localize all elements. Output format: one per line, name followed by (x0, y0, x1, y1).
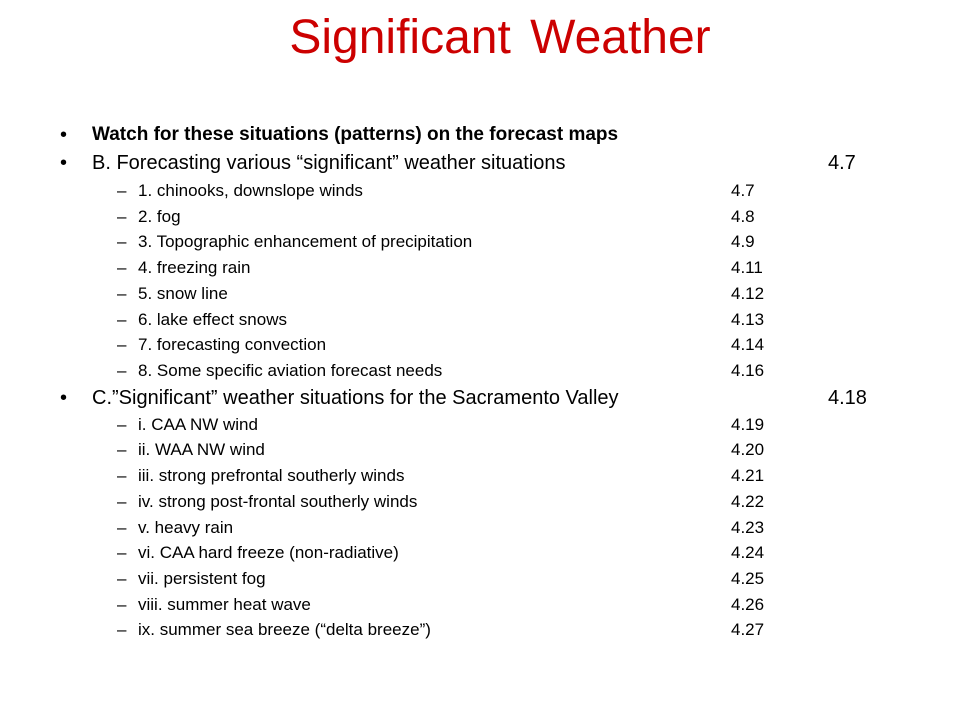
item-page: 4.8 (731, 207, 755, 226)
item-text: iii. strong prefrontal southerly winds (138, 466, 405, 485)
item-text: 3. Topographic enhancement of precipitat… (138, 232, 473, 251)
item-page: 4.19 (731, 415, 765, 434)
dash-marker: – (117, 284, 127, 303)
dash-marker: – (117, 595, 127, 614)
item-page: 4.9 (731, 232, 755, 251)
dash-marker: – (117, 620, 127, 639)
item-text: iv. strong post-frontal southerly winds (138, 492, 418, 511)
dash-marker: – (117, 181, 127, 200)
item-page: 4.20 (731, 440, 765, 459)
item-page: 4.22 (731, 492, 765, 511)
section-b-label: B. Forecasting various “significant” wea… (92, 152, 566, 174)
item-text: 4. freezing rain (138, 258, 251, 277)
item-page: 4.21 (731, 466, 765, 485)
item-text: ii. WAA NW wind (138, 440, 265, 459)
item-text: 7. forecasting convection (138, 335, 327, 354)
dash-marker: – (117, 569, 127, 588)
dash-marker: – (117, 361, 127, 380)
dash-marker: – (117, 232, 127, 251)
dash-marker: – (117, 258, 127, 277)
bullet-dot: • (60, 124, 68, 146)
dash-marker: – (117, 492, 127, 511)
item-page: 4.16 (731, 361, 765, 380)
item-text: 8. Some specific aviation forecast needs (138, 361, 443, 380)
item-page: 4.27 (731, 620, 765, 639)
item-text: viii. summer heat wave (138, 595, 311, 614)
dash-marker: – (117, 440, 127, 459)
item-text: vi. CAA hard freeze (non-radiative) (138, 543, 399, 562)
item-text: 1. chinooks, downslope winds (138, 181, 363, 200)
item-text: ix. summer sea breeze (“delta breeze”) (138, 620, 431, 639)
item-text: i. CAA NW wind (138, 415, 258, 434)
item-text: 5. snow line (138, 284, 228, 303)
item-page: 4.24 (731, 543, 765, 562)
item-page: 4.13 (731, 310, 765, 329)
item-text: v. heavy rain (138, 518, 234, 537)
section-c-page: 4.18 (828, 387, 867, 409)
slide-title: Significant Weather (289, 11, 711, 64)
dash-marker: – (117, 415, 127, 434)
dash-marker: – (117, 335, 127, 354)
item-page: 4.26 (731, 595, 765, 614)
item-text: 2. fog (138, 207, 181, 226)
item-page: 4.23 (731, 518, 765, 537)
item-page: 4.14 (731, 335, 765, 354)
section-b-page: 4.7 (828, 152, 856, 174)
dash-marker: – (117, 310, 127, 329)
dash-marker: – (117, 466, 127, 485)
item-text: 6. lake effect snows (138, 310, 287, 329)
item-page: 4.11 (731, 258, 763, 277)
dash-marker: – (117, 543, 127, 562)
item-page: 4.7 (731, 181, 755, 200)
section-c-label: C.”Significant” weather situations for t… (92, 387, 619, 409)
item-page: 4.12 (731, 284, 765, 303)
item-page: 4.25 (731, 569, 765, 588)
bullet-dot: • (60, 152, 68, 174)
dash-marker: – (117, 207, 127, 226)
item-text: vii. persistent fog (138, 569, 266, 588)
dash-marker: – (117, 518, 127, 537)
bullet-dot: • (60, 387, 68, 409)
watch-heading: Watch for these situations (patterns) on… (92, 124, 619, 145)
